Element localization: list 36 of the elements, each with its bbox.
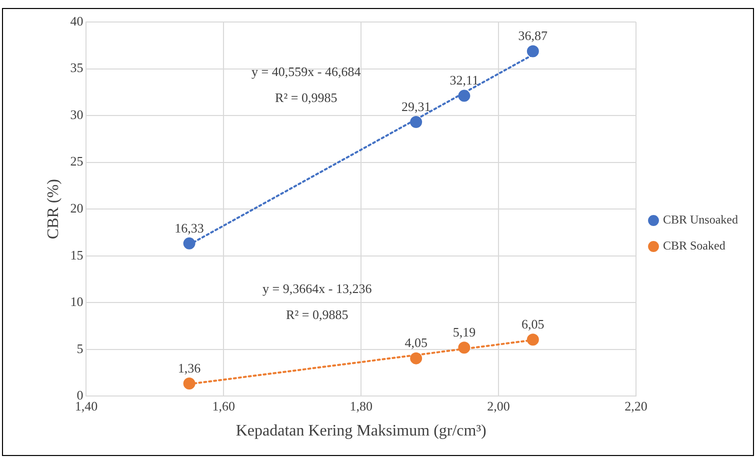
annotation: R² = 0,9885 xyxy=(286,307,348,322)
point xyxy=(526,334,539,346)
data-label: 36,87 xyxy=(518,28,548,44)
point xyxy=(183,377,196,390)
y-tick-label: 40 xyxy=(70,13,84,28)
y-tick-label: 15 xyxy=(70,247,84,262)
legend-label: CBR Soaked xyxy=(663,238,726,253)
data-label: 29,31 xyxy=(401,98,431,114)
data-label: 16,33 xyxy=(174,220,204,236)
data-label: 6,05 xyxy=(522,316,544,332)
data-label: 4,05 xyxy=(404,335,428,350)
x-tick-label: 1,80 xyxy=(350,398,372,414)
y-tick-label: 35 xyxy=(70,60,84,76)
x-tick-label: 1,60 xyxy=(212,398,236,414)
point xyxy=(458,90,470,102)
annotation: R² = 0,9985 xyxy=(275,90,338,106)
y-tick-label: 10 xyxy=(70,294,84,310)
x-tick-label: 2,00 xyxy=(487,398,510,414)
annotation: y = 9,3664x - 13,236 xyxy=(262,280,372,296)
annotation: y = 40,559x - 46,684 xyxy=(252,64,362,79)
point xyxy=(410,352,422,364)
data-label: 5,19 xyxy=(452,324,476,340)
point xyxy=(458,342,470,354)
point xyxy=(183,237,196,250)
y-tick-label: 30 xyxy=(70,106,84,122)
data-label: 1,36 xyxy=(178,360,202,376)
legend-label: CBR Unsoaked xyxy=(663,212,738,227)
x-tick-label: 2,20 xyxy=(624,398,648,414)
y-tick-label: 5 xyxy=(76,340,84,356)
x-axis-title: Kepadatan Kering Maksimum (gr/cm³) xyxy=(236,422,486,440)
point xyxy=(526,45,539,58)
y-axis-title: CBR (%) xyxy=(44,179,62,240)
y-tick-label: 20 xyxy=(70,200,84,216)
point xyxy=(410,116,422,128)
y-tick-label: 25 xyxy=(70,154,84,169)
data-label: 32,11 xyxy=(450,72,479,88)
